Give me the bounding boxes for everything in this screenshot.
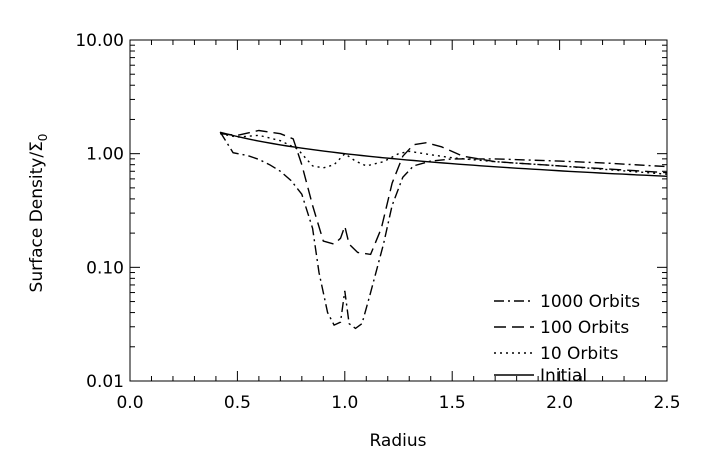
- y-axis-label-subscript: 0: [36, 134, 50, 142]
- x-axis-label: Radius: [369, 431, 426, 451]
- y-tick-label: 0.01: [86, 372, 124, 392]
- legend-label: Initial: [540, 366, 587, 386]
- plot-frame: [129, 39, 668, 382]
- data-series: [219, 129, 668, 330]
- series-line-100-orbits: [220, 129, 668, 256]
- y-tick-label: 10.00: [75, 31, 124, 51]
- series-line-1000-orbits: [219, 131, 668, 330]
- legend-label: 1000 Orbits: [540, 292, 640, 312]
- x-tick-label: 0.0: [116, 393, 143, 413]
- x-tick-label: 0.5: [224, 393, 251, 413]
- tick-labels: 0.0 0.5 1.0 1.5 2.0 2.5 0.01 0.10 1.00 10.00: [75, 31, 680, 413]
- y-axis-label: Surface Density/Σ0: [27, 134, 50, 293]
- x-tick-label: 2.0: [546, 393, 573, 413]
- series-line-10-orbits: [220, 133, 668, 175]
- legend-label: 10 Orbits: [540, 344, 619, 364]
- x-tick-label: 2.5: [653, 393, 680, 413]
- axis-ticks: [129, 39, 668, 382]
- series-line-initial: [220, 131, 668, 177]
- y-axis-label-main: Surface Density/Σ: [27, 141, 47, 292]
- x-tick-label: 1.5: [439, 393, 466, 413]
- y-tick-label: 0.10: [86, 258, 124, 278]
- x-tick-label: 1.0: [331, 393, 358, 413]
- legend-label: 100 Orbits: [540, 318, 629, 338]
- y-tick-label: 1.00: [86, 145, 124, 165]
